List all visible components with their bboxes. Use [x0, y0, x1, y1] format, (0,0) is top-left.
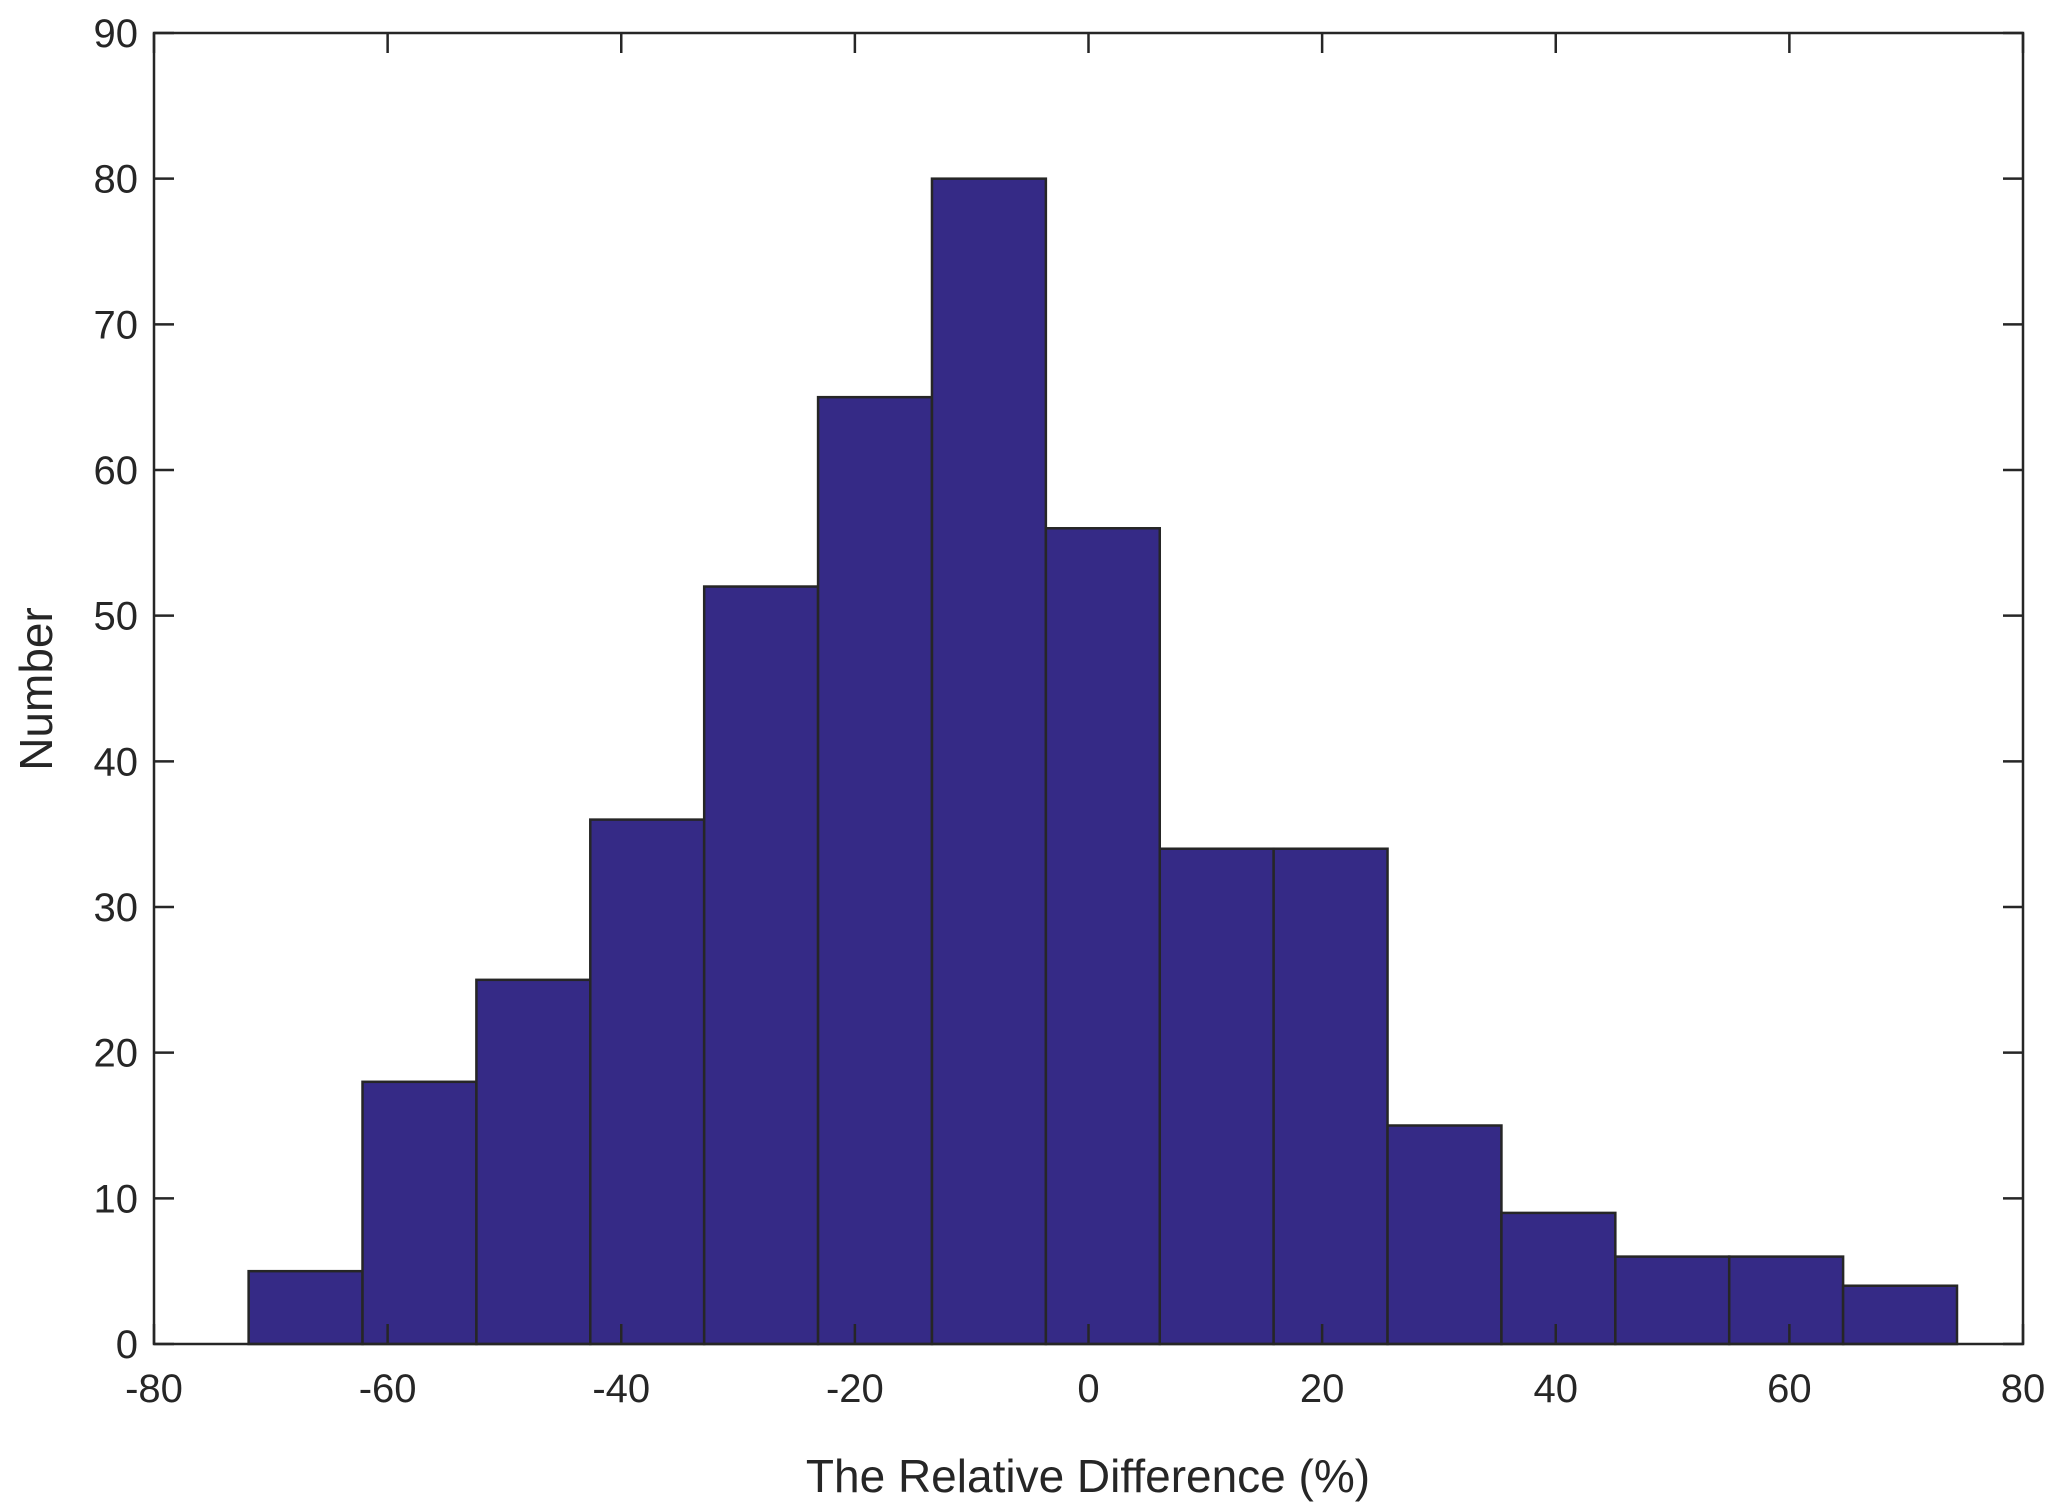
histogram-bar [1614, 1255, 1731, 1346]
y-tick-label: 90 [94, 12, 139, 56]
histogram-bar [361, 1080, 478, 1346]
y-tick-label: 70 [94, 303, 139, 347]
y-tick-label: 60 [94, 449, 139, 493]
histogram-bar [1044, 527, 1162, 1346]
x-tick-label: 20 [1300, 1367, 1345, 1411]
histogram-bar [475, 978, 592, 1346]
x-tick-label: 60 [1767, 1367, 1812, 1411]
axes-group: -80 -60 -40 -20 0 20 40 60 80 0 10 20 30 40 50 60 70 80 90 [94, 12, 2046, 1411]
bars-group [247, 177, 1959, 1346]
x-tick-label: 40 [1534, 1367, 1579, 1411]
y-tick-label: 80 [94, 158, 139, 202]
histogram-bar [1386, 1124, 1503, 1346]
x-tick-label: -60 [359, 1367, 417, 1411]
x-tick-label: -80 [125, 1367, 183, 1411]
y-tick-label: 20 [94, 1032, 139, 1076]
y-tick-label: 40 [94, 740, 139, 784]
histogram-bar [930, 177, 1048, 1346]
y-tick-label: 50 [94, 595, 139, 639]
y-tick-label: 30 [94, 886, 139, 930]
x-tick-label: 80 [2001, 1367, 2046, 1411]
histogram-bar [1272, 847, 1389, 1346]
histogram-bar [702, 585, 820, 1346]
histogram-bar [1727, 1255, 1845, 1346]
histogram-bar [247, 1269, 364, 1346]
histogram-bar [1158, 847, 1275, 1346]
x-tick-label: 0 [1077, 1367, 1099, 1411]
y-tick-label: 10 [94, 1177, 139, 1221]
x-tick-label: -20 [826, 1367, 884, 1411]
histogram-bar [816, 395, 934, 1346]
x-axis-label: The Relative Difference (%) [806, 1450, 1370, 1502]
y-tick-label: 0 [116, 1323, 138, 1367]
histogram-bar [1500, 1211, 1617, 1346]
histogram-bar [1841, 1284, 1959, 1346]
y-axis-label: Number [10, 607, 62, 771]
histogram-bar [589, 818, 706, 1346]
x-tick-label: -40 [592, 1367, 650, 1411]
